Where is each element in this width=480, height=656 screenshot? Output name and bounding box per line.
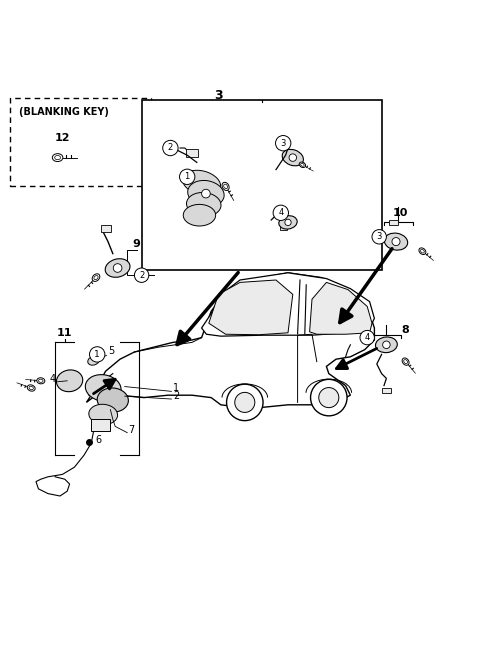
Ellipse shape	[282, 150, 303, 166]
Ellipse shape	[55, 155, 60, 159]
Ellipse shape	[402, 358, 409, 365]
Circle shape	[113, 264, 122, 272]
Ellipse shape	[97, 388, 128, 412]
Text: 2: 2	[139, 271, 144, 279]
FancyBboxPatch shape	[382, 388, 391, 394]
Ellipse shape	[224, 184, 228, 189]
Ellipse shape	[300, 163, 304, 166]
FancyBboxPatch shape	[101, 225, 110, 232]
Text: 1: 1	[185, 173, 190, 181]
Polygon shape	[202, 273, 374, 336]
Polygon shape	[209, 280, 293, 335]
Circle shape	[134, 268, 149, 282]
Ellipse shape	[183, 205, 216, 226]
Circle shape	[360, 331, 374, 345]
Ellipse shape	[404, 359, 408, 363]
Text: 4: 4	[278, 209, 283, 217]
Circle shape	[163, 140, 178, 155]
Text: 1: 1	[173, 383, 179, 394]
Ellipse shape	[94, 276, 98, 279]
Ellipse shape	[105, 258, 130, 277]
Circle shape	[180, 169, 195, 184]
Ellipse shape	[52, 154, 63, 161]
Text: (BLANKING KEY): (BLANKING KEY)	[19, 107, 109, 117]
Circle shape	[392, 237, 400, 245]
Polygon shape	[86, 273, 374, 407]
Ellipse shape	[27, 385, 35, 391]
Text: 5: 5	[108, 346, 114, 356]
Ellipse shape	[92, 274, 100, 281]
Circle shape	[276, 136, 291, 151]
FancyBboxPatch shape	[186, 149, 198, 157]
Ellipse shape	[187, 192, 221, 216]
Text: 12: 12	[55, 133, 70, 144]
FancyBboxPatch shape	[279, 225, 287, 230]
Text: 1: 1	[95, 350, 100, 359]
Circle shape	[235, 392, 255, 413]
Bar	[142, 100, 382, 270]
Ellipse shape	[419, 248, 426, 255]
Ellipse shape	[279, 216, 297, 229]
Ellipse shape	[88, 356, 99, 365]
FancyBboxPatch shape	[91, 419, 110, 431]
Circle shape	[285, 219, 291, 226]
Ellipse shape	[384, 233, 408, 250]
Text: 3: 3	[376, 232, 382, 241]
Text: 3: 3	[214, 89, 223, 102]
Ellipse shape	[37, 378, 45, 384]
Text: 2: 2	[168, 144, 173, 152]
Text: 4: 4	[49, 374, 56, 384]
Polygon shape	[310, 282, 372, 335]
Ellipse shape	[29, 386, 33, 390]
Text: 4: 4	[365, 333, 370, 342]
Circle shape	[319, 388, 339, 407]
Bar	[10, 98, 151, 186]
Circle shape	[289, 154, 297, 161]
Circle shape	[90, 347, 105, 362]
Circle shape	[273, 205, 288, 220]
Text: 9: 9	[133, 239, 141, 249]
Circle shape	[372, 230, 386, 244]
Ellipse shape	[89, 404, 118, 424]
Text: 3: 3	[280, 138, 286, 148]
Ellipse shape	[299, 162, 306, 167]
Ellipse shape	[182, 171, 221, 195]
Circle shape	[202, 190, 210, 198]
Ellipse shape	[57, 370, 83, 392]
Ellipse shape	[38, 379, 43, 382]
Circle shape	[311, 379, 347, 416]
Circle shape	[383, 341, 390, 348]
Ellipse shape	[375, 337, 397, 353]
Circle shape	[227, 384, 263, 420]
FancyBboxPatch shape	[389, 220, 398, 225]
Text: 6: 6	[95, 435, 101, 445]
Text: 2: 2	[173, 391, 179, 401]
Text: 11: 11	[57, 328, 72, 338]
Text: 8: 8	[402, 325, 409, 335]
Text: 10: 10	[393, 208, 408, 218]
Ellipse shape	[85, 375, 121, 401]
Ellipse shape	[222, 182, 229, 190]
Ellipse shape	[188, 180, 224, 207]
Text: 7: 7	[129, 424, 135, 435]
Ellipse shape	[420, 249, 424, 253]
